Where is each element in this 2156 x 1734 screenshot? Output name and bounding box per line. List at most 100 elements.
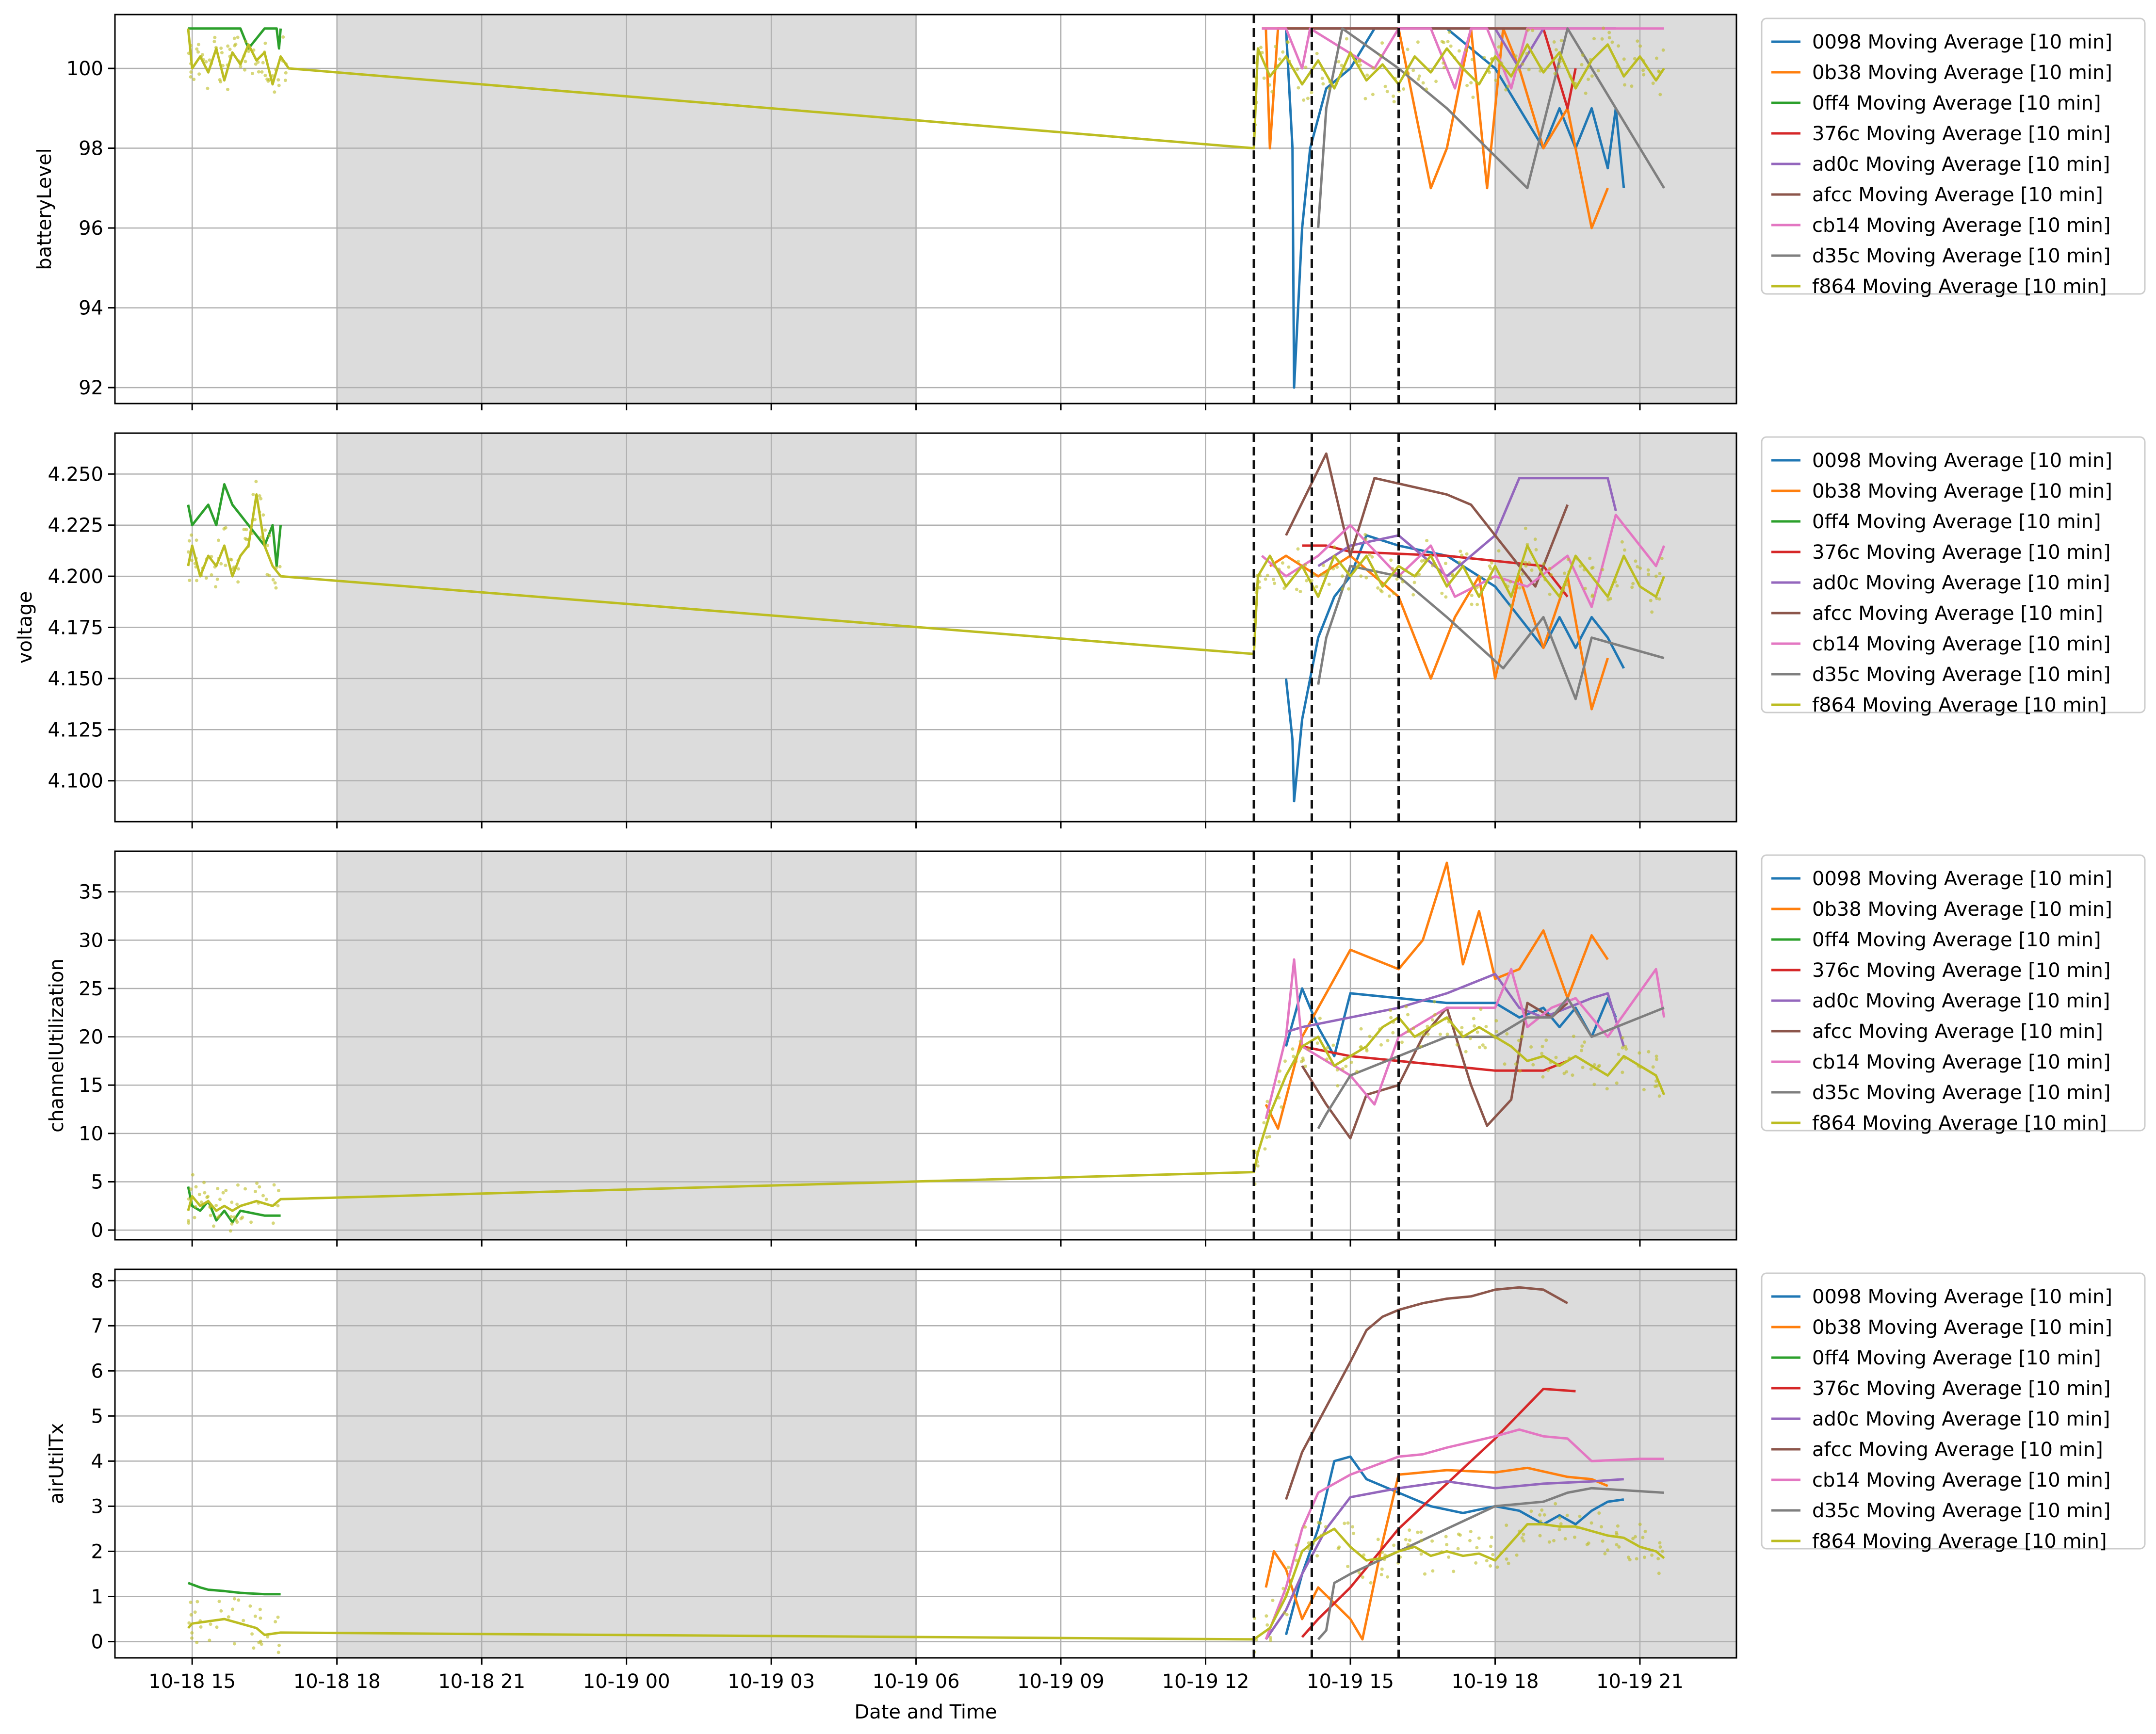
raw-data-dot: [1655, 56, 1658, 60]
raw-data-dot: [1620, 540, 1624, 544]
y-tick-label: 35: [79, 881, 103, 904]
legend-entry: 0ff4 Moving Average [10 min]: [1812, 92, 2101, 114]
raw-data-dot: [244, 40, 248, 43]
raw-data-dot: [241, 1215, 244, 1219]
legend-entry: d35c Moving Average [10 min]: [1812, 245, 2110, 267]
raw-data-dot: [221, 1191, 225, 1195]
y-tick-label: 4.125: [48, 719, 103, 741]
y-tick-label: 96: [79, 217, 103, 240]
raw-data-dot: [1473, 1024, 1476, 1028]
y-tick-label: 3: [91, 1495, 103, 1518]
raw-data-dot: [1401, 580, 1405, 583]
raw-data-dot: [1580, 1044, 1584, 1048]
raw-data-dot: [266, 1635, 270, 1639]
plot-frame: [114, 850, 1737, 1241]
raw-data-dot: [276, 1204, 280, 1208]
raw-data-dot: [1337, 1545, 1341, 1549]
raw-data-dot: [1406, 1543, 1410, 1547]
raw-data-dot: [232, 1642, 236, 1646]
series-line-cb14: [1262, 27, 1664, 90]
raw-data-dot: [1526, 28, 1530, 32]
raw-data-dot: [194, 1205, 197, 1209]
x-tick-label: 10-19 03: [728, 1670, 815, 1693]
raw-data-dot: [1558, 1516, 1562, 1520]
raw-data-dot: [272, 1183, 276, 1187]
raw-data-dot: [1346, 1565, 1350, 1568]
raw-data-dot: [1540, 1052, 1544, 1055]
raw-data-dot: [1444, 1535, 1448, 1539]
legend-entry: ad0c Moving Average [10 min]: [1812, 1408, 2110, 1430]
raw-data-dot: [1259, 46, 1263, 49]
raw-data-dot: [210, 573, 213, 577]
raw-data-dot: [1529, 1509, 1533, 1513]
raw-data-dot: [250, 1632, 254, 1636]
raw-data-dot: [1281, 561, 1284, 565]
raw-data-dot: [230, 1222, 234, 1226]
raw-data-dot: [1295, 587, 1298, 591]
raw-data-dot: [231, 1607, 235, 1611]
raw-data-dot: [1547, 1540, 1551, 1544]
raw-data-dot: [204, 60, 208, 64]
raw-data-dot: [1538, 1513, 1542, 1517]
raw-data-dot: [1657, 1572, 1661, 1575]
raw-data-dot: [1444, 562, 1447, 566]
raw-data-dot: [218, 1198, 222, 1201]
legend-entry: 0b38 Moving Average [10 min]: [1812, 62, 2112, 84]
raw-data-dot: [214, 585, 218, 589]
raw-data-dot: [1331, 567, 1335, 571]
raw-data-dot: [1490, 561, 1494, 565]
raw-data-dot: [1315, 1554, 1319, 1558]
raw-data-dot: [1621, 1070, 1624, 1074]
raw-data-dot: [1628, 1558, 1632, 1562]
legend-box: [1761, 854, 2146, 1132]
raw-data-dot: [1438, 1032, 1442, 1036]
raw-data-dot: [1285, 1613, 1289, 1617]
raw-data-dot: [1548, 567, 1552, 570]
raw-data-dot: [1597, 1511, 1601, 1515]
raw-data-dot: [219, 1609, 223, 1613]
raw-data-dot: [1469, 81, 1473, 85]
raw-data-dot: [277, 83, 281, 87]
raw-data-dot: [1459, 550, 1462, 553]
raw-data-dot: [195, 1640, 199, 1644]
raw-data-dot: [1546, 1069, 1550, 1072]
raw-data-dot: [1638, 1523, 1642, 1526]
raw-data-dot: [1542, 1513, 1546, 1517]
raw-data-dot: [189, 1601, 193, 1604]
raw-data-dot: [1399, 574, 1403, 578]
raw-data-dot: [1464, 1050, 1468, 1053]
raw-data-dot: [1406, 48, 1410, 51]
series-line-f864: [187, 493, 1666, 655]
raw-data-dot: [1306, 97, 1310, 100]
raw-data-dot: [1304, 1064, 1307, 1068]
raw-data-dot: [193, 1215, 196, 1219]
raw-data-dot: [1346, 1521, 1350, 1525]
y-tick-label: 4.250: [48, 463, 103, 486]
raw-data-dot: [192, 78, 196, 81]
raw-data-dot: [1489, 1564, 1492, 1568]
y-tick-label: 20: [79, 1026, 103, 1049]
raw-data-dot: [1544, 1038, 1548, 1042]
raw-data-dot: [1296, 547, 1300, 551]
raw-data-dot: [1631, 582, 1635, 585]
raw-data-dot: [1658, 93, 1662, 97]
raw-data-dot: [1340, 587, 1344, 591]
raw-data-dot: [265, 544, 269, 547]
raw-data-dot: [195, 579, 198, 583]
raw-data-dot: [1636, 565, 1639, 568]
raw-data-dot: [253, 1614, 257, 1618]
raw-data-dot: [1359, 574, 1363, 578]
raw-data-dot: [1481, 1043, 1485, 1047]
raw-data-dot: [1326, 1046, 1329, 1050]
raw-data-dot: [190, 558, 194, 562]
legend-entry: afcc Moving Average [10 min]: [1812, 184, 2103, 206]
raw-data-dot: [258, 1185, 261, 1189]
raw-data-dot: [1325, 1057, 1329, 1061]
raw-data-dot: [202, 1181, 206, 1184]
raw-data-dot: [1602, 26, 1605, 30]
raw-data-dot: [1434, 80, 1438, 83]
raw-data-dot: [1534, 548, 1538, 551]
raw-data-dot: [1277, 1080, 1281, 1084]
raw-data-dot: [1315, 1041, 1319, 1045]
